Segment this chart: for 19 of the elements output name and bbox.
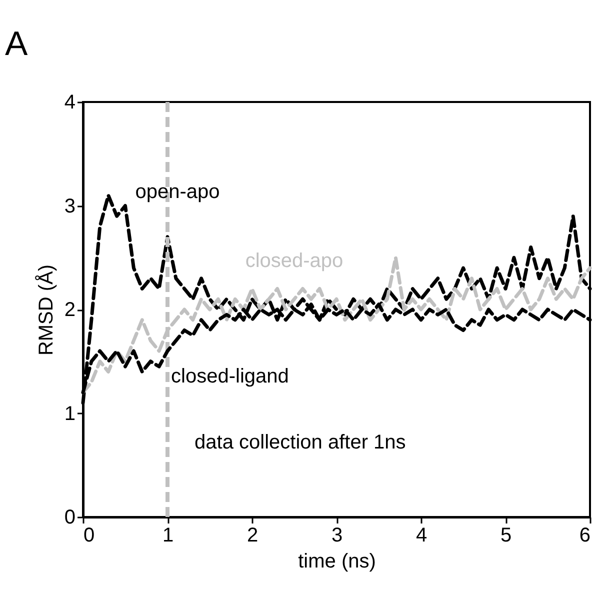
y-tick-label: 1 (64, 402, 76, 425)
x-tick-label: 5 (500, 524, 512, 546)
series-label: closed-apo (245, 250, 344, 272)
annotation: data collection after 1ns (194, 431, 406, 454)
x-axis-title: time (ns) (298, 550, 376, 572)
y-tick-label: 0 (64, 506, 76, 528)
y-tick-label: 3 (64, 195, 76, 218)
x-tick-label: 3 (331, 524, 343, 546)
x-tick-label: 4 (416, 524, 428, 546)
x-tick-label: 1 (162, 524, 174, 546)
y-axis-title: RMSD (Å) (34, 264, 58, 356)
y-tick-label: 4 (64, 92, 76, 114)
x-tick-label: 0 (84, 524, 95, 546)
series-label: closed-ligand (171, 366, 289, 388)
x-tick-label: 2 (246, 524, 258, 546)
chart-title: A (5, 25, 28, 63)
y-tick-label: 2 (64, 299, 76, 321)
series-label: open-apo (135, 180, 220, 203)
x-tick-label: 6 (579, 524, 590, 546)
